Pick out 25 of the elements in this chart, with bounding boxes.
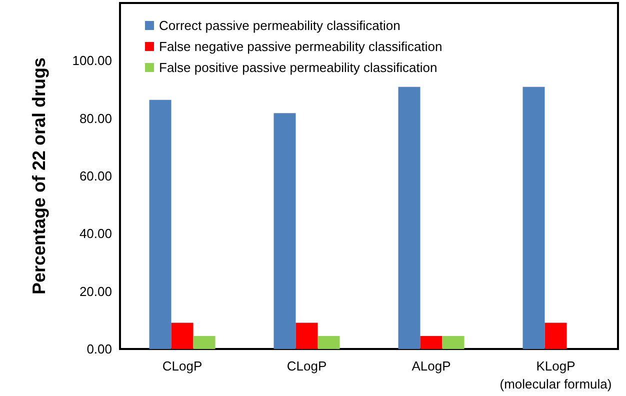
bar	[522, 86, 545, 349]
bar	[544, 322, 567, 349]
bar	[398, 86, 420, 349]
y-tick-label: 80.00	[79, 110, 112, 126]
bar	[149, 100, 172, 349]
bar	[318, 336, 340, 349]
bar	[442, 336, 464, 349]
bar	[274, 113, 296, 349]
y-axis-title: Percentage of 22 oral drugs	[29, 57, 49, 295]
y-tick-label: 20.00	[79, 284, 112, 299]
y-tick-label: 40.00	[79, 226, 112, 242]
bar	[296, 322, 318, 349]
y-tick-label: 60.00	[79, 168, 112, 184]
x-tick-label: CLogP	[162, 358, 202, 374]
y-tick-label: 0.00	[86, 342, 112, 356]
x-tick-label: CLogP	[286, 358, 327, 374]
bar	[193, 336, 216, 349]
bar	[420, 336, 442, 349]
legend-label: Correct passive permeability classification	[159, 18, 400, 33]
x-tick-label: ALogP	[412, 358, 451, 374]
legend-label: False positive passive permeability classification	[159, 60, 438, 75]
y-tick-label: 100.00	[72, 53, 112, 68]
bar	[171, 322, 194, 349]
x-tick-label: KLogP (molecular formula)	[500, 358, 612, 392]
legend-label: False negative passive permeability classification	[159, 39, 442, 54]
